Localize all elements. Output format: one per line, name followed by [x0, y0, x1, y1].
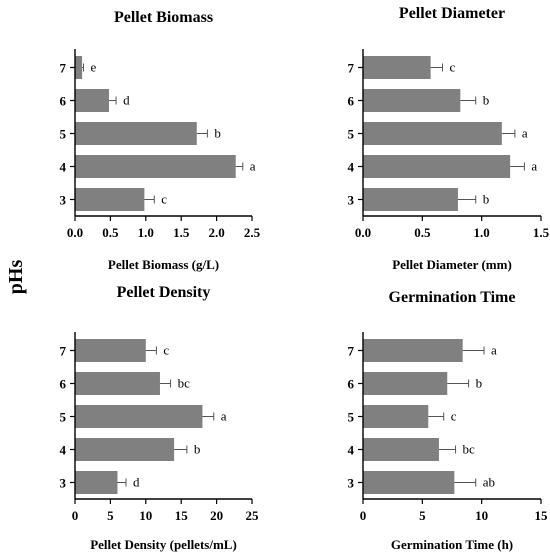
- y-tick-label: 7: [348, 344, 355, 359]
- panel-pellet-biomass: Pellet Biomass e 7 d 6 b 5 a 4 c 3 0.0 0.5 1.0 1.5 2.0 2…: [60, 9, 261, 272]
- x-tick-label: 25: [246, 508, 260, 523]
- bar: [75, 122, 197, 145]
- panel-pellet-density: Pellet Density c 7 bc 6 a 5 b 4 d 3 0 5 10 15 20 25 Pelle…: [60, 284, 260, 552]
- significance-letter: bc: [463, 442, 476, 457]
- y-tick-label: 3: [348, 193, 355, 208]
- x-tick-label: 10: [475, 508, 488, 523]
- y-tick-label: 6: [60, 94, 67, 109]
- x-tick-label: 0.5: [414, 225, 431, 240]
- bar: [363, 471, 455, 494]
- bar: [75, 339, 146, 362]
- significance-letter: a: [221, 409, 227, 424]
- significance-letter: b: [483, 192, 490, 207]
- x-tick-label: 1.5: [533, 225, 550, 240]
- x-tick-label: 15: [175, 508, 189, 523]
- bar: [363, 56, 431, 79]
- x-tick-label: 1.0: [138, 225, 154, 240]
- significance-letter: e: [90, 60, 96, 75]
- significance-letter: a: [531, 159, 537, 174]
- chart-title: Pellet Density: [117, 284, 211, 301]
- bar: [75, 56, 83, 79]
- y-tick-label: 3: [60, 476, 67, 491]
- x-tick-label: 0: [72, 508, 79, 523]
- significance-letter: b: [476, 376, 483, 391]
- x-axis-label: Pellet Diameter (mm): [392, 257, 512, 272]
- x-axis-label: Germination Time (h): [391, 537, 513, 552]
- significance-letter: b: [214, 126, 221, 141]
- y-tick-label: 4: [60, 160, 67, 175]
- significance-letter: c: [451, 409, 457, 424]
- significance-letter: c: [163, 343, 169, 358]
- y-tick-label: 5: [348, 127, 355, 142]
- bar: [363, 155, 511, 178]
- significance-letter: b: [194, 442, 201, 457]
- significance-letter: d: [133, 475, 140, 490]
- y-tick-label: 3: [60, 193, 67, 208]
- x-tick-label: 10: [139, 508, 152, 523]
- x-tick-label: 20: [210, 508, 223, 523]
- y-tick-label: 5: [60, 410, 67, 425]
- bar: [75, 188, 145, 211]
- bar: [363, 438, 439, 461]
- panel-pellet-diameter: Pellet Diameter c 7 b 6 a 5 a 4 b 3 0.0 0.5 1.0 1.5 Pel…: [348, 5, 550, 272]
- significance-letter: d: [123, 93, 130, 108]
- bar: [75, 372, 160, 395]
- x-tick-label: 1.0: [474, 225, 490, 240]
- panel-germination-time: Germination Time a 7 b 6 c 5 bc 4 ab 3 0 5 10 15 Germin…: [348, 289, 549, 552]
- bar: [363, 89, 461, 112]
- y-tick-label: 5: [60, 127, 67, 142]
- x-axis-label: Pellet Biomass (g/L): [108, 257, 219, 272]
- x-tick-label: 0: [360, 508, 367, 523]
- y-tick-label: 3: [348, 476, 355, 491]
- significance-letter: bc: [178, 376, 191, 391]
- bar: [363, 122, 502, 145]
- x-tick-label: 0.0: [67, 225, 83, 240]
- x-tick-label: 5: [419, 508, 426, 523]
- significance-letter: c: [161, 192, 167, 207]
- bar: [75, 89, 109, 112]
- bar: [75, 438, 175, 461]
- y-tick-label: 6: [60, 377, 67, 392]
- x-tick-label: 2.5: [244, 225, 261, 240]
- bar: [75, 155, 236, 178]
- chart-title: Germination Time: [389, 289, 516, 306]
- shared-y-axis-label: pHs: [5, 260, 27, 295]
- x-tick-label: 0.5: [102, 225, 119, 240]
- x-tick-label: 1.5: [173, 225, 190, 240]
- bar: [363, 339, 463, 362]
- bar: [363, 372, 448, 395]
- significance-letter: c: [450, 60, 456, 75]
- bar: [363, 405, 429, 428]
- y-tick-label: 6: [348, 377, 355, 392]
- y-tick-label: 4: [60, 443, 67, 458]
- y-tick-label: 4: [348, 160, 355, 175]
- y-tick-label: 7: [60, 344, 67, 359]
- significance-letter: a: [491, 343, 497, 358]
- chart-title: Pellet Biomass: [114, 9, 213, 26]
- bar: [75, 471, 118, 494]
- x-tick-label: 0.0: [355, 225, 371, 240]
- y-tick-label: 6: [348, 94, 355, 109]
- x-tick-label: 5: [107, 508, 114, 523]
- significance-letter: ab: [483, 475, 495, 490]
- y-tick-label: 7: [348, 61, 355, 76]
- significance-letter: a: [250, 159, 256, 174]
- bar: [75, 405, 203, 428]
- significance-letter: a: [522, 126, 528, 141]
- x-tick-label: 15: [535, 508, 549, 523]
- significance-letter: b: [483, 93, 490, 108]
- x-tick-label: 2.0: [208, 225, 224, 240]
- bar: [363, 188, 458, 211]
- y-tick-label: 4: [348, 443, 355, 458]
- y-tick-label: 7: [60, 61, 67, 76]
- chart-title: Pellet Diameter: [399, 5, 505, 22]
- y-tick-label: 5: [348, 410, 355, 425]
- x-axis-label: Pellet Density (pellets/mL): [90, 537, 237, 552]
